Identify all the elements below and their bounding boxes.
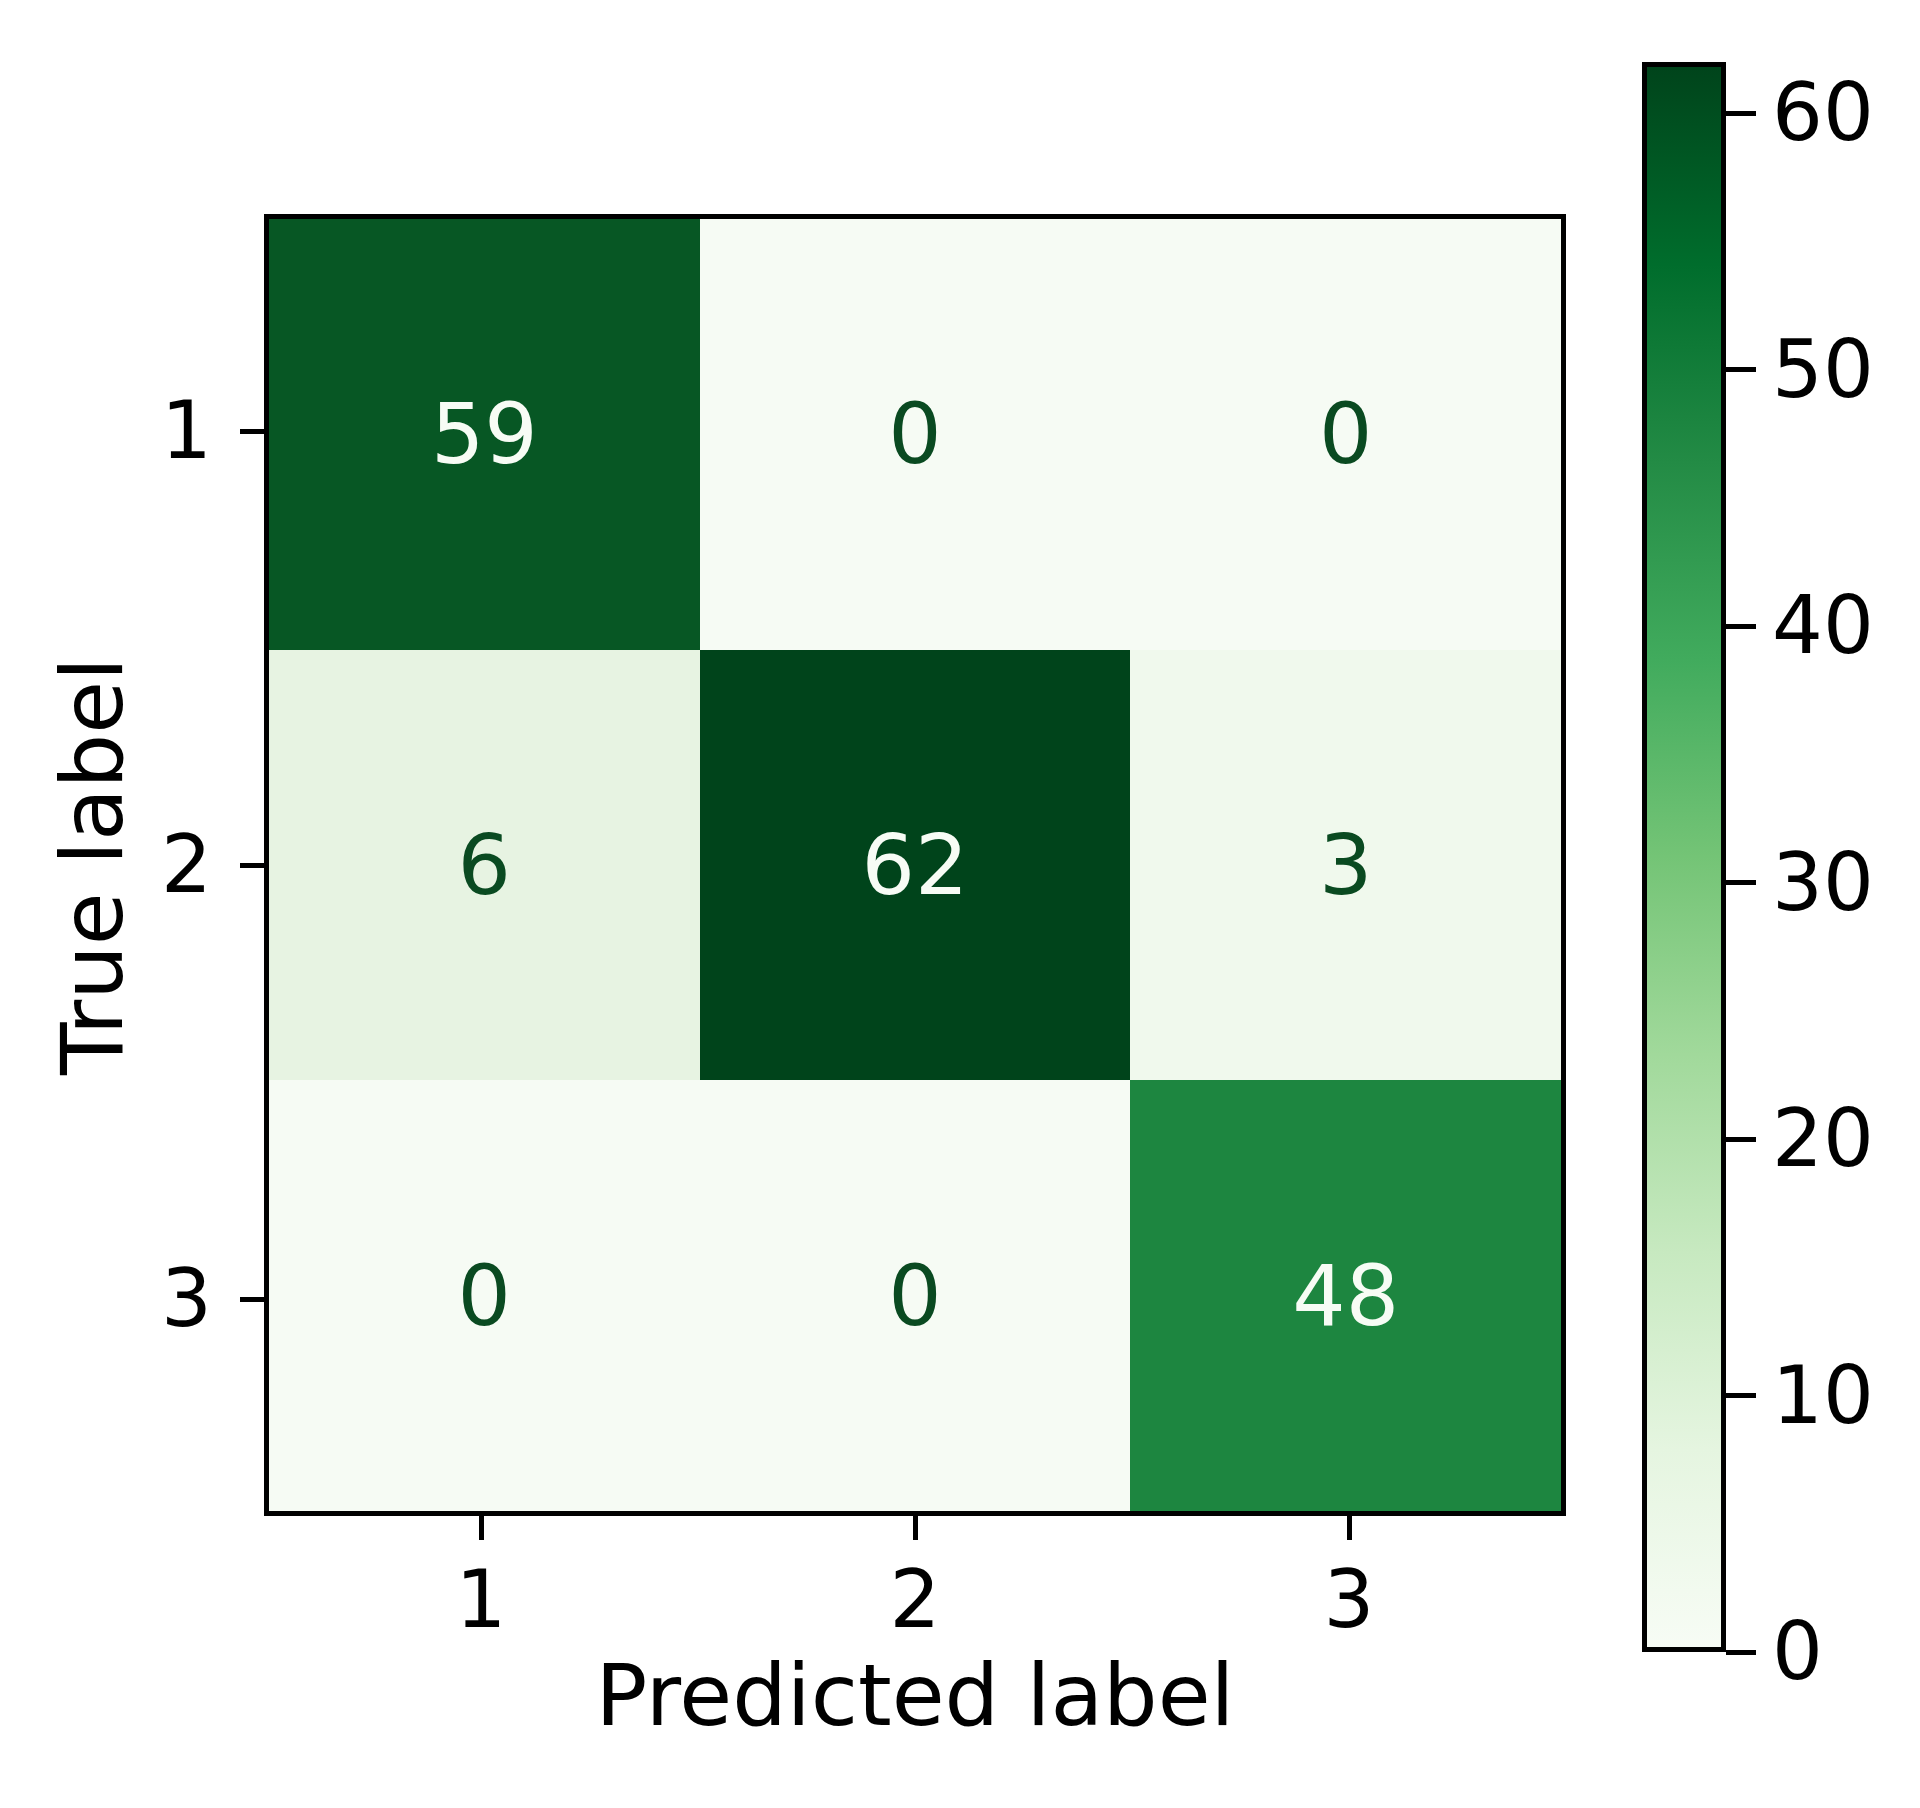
- colorbar-tick-mark-50: [1726, 367, 1756, 372]
- colorbar-tick-mark-60: [1726, 111, 1756, 116]
- heatmap-cell-r3c1: 0: [269, 1080, 700, 1511]
- colorbar-tick-label-0: 0: [1772, 1612, 1823, 1692]
- heatmap-cell-r2c2: 62: [700, 650, 1131, 1081]
- heatmap-cell-r2c1: 6: [269, 650, 700, 1081]
- x-tick-label-1: 1: [456, 1560, 507, 1640]
- colorbar-tick-mark-10: [1726, 1393, 1756, 1398]
- colorbar-tick-label-30: 30: [1772, 843, 1874, 923]
- x-tick-mark-3: [1347, 1516, 1352, 1540]
- heatmap-cell-r1c3: 0: [1130, 219, 1561, 650]
- x-tick-mark-1: [479, 1516, 484, 1540]
- colorbar-tick-label-20: 20: [1772, 1099, 1874, 1179]
- y-axis-label: True label: [49, 657, 135, 1075]
- colorbar-tick-mark-40: [1726, 624, 1756, 629]
- colorbar-tick-label-60: 60: [1772, 73, 1874, 153]
- colorbar-tick-label-50: 50: [1772, 330, 1874, 410]
- colorbar-tick-mark-0: [1726, 1650, 1756, 1655]
- y-tick-mark-1: [240, 429, 264, 434]
- y-tick-mark-2: [240, 863, 264, 868]
- heatmap-cell-r1c1: 59: [269, 219, 700, 650]
- x-tick-label-3: 3: [1324, 1560, 1375, 1640]
- y-tick-label-3: 3: [0, 1259, 212, 1339]
- x-tick-mark-2: [913, 1516, 918, 1540]
- heatmap-cell-r3c3: 48: [1130, 1080, 1561, 1511]
- colorbar-tick-mark-30: [1726, 880, 1756, 885]
- colorbar-tick-mark-20: [1726, 1137, 1756, 1142]
- heatmap-cell-r1c2: 0: [700, 219, 1131, 650]
- confusion-matrix-figure: 590066230048 123 123 Predicted label Tru…: [0, 0, 1920, 1808]
- y-tick-mark-3: [240, 1297, 264, 1302]
- y-tick-label-1: 1: [0, 391, 212, 471]
- x-axis-label: Predicted label: [595, 1652, 1234, 1738]
- heatmap: 590066230048: [264, 214, 1566, 1516]
- heatmap-cell-r2c3: 3: [1130, 650, 1561, 1081]
- x-tick-label-2: 2: [890, 1560, 941, 1640]
- colorbar: [1642, 62, 1726, 1652]
- heatmap-cell-r3c2: 0: [700, 1080, 1131, 1511]
- colorbar-tick-label-10: 10: [1772, 1356, 1874, 1436]
- colorbar-tick-label-40: 40: [1772, 586, 1874, 666]
